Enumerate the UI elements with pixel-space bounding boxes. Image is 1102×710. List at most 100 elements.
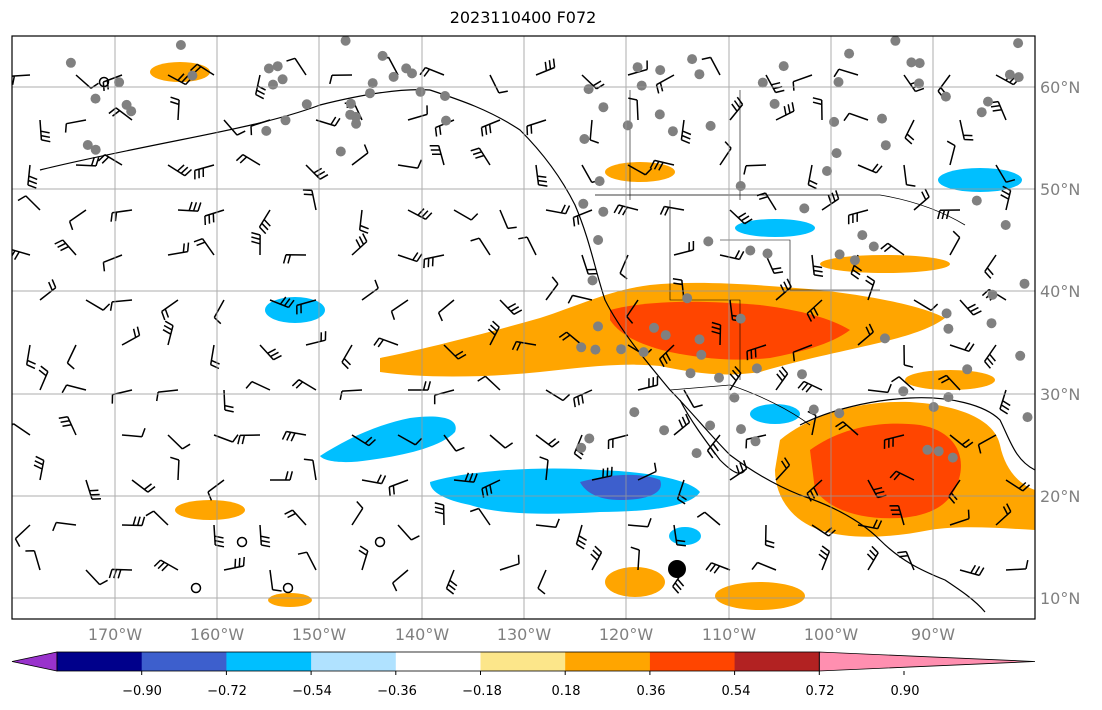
station-dot <box>388 71 399 82</box>
wind-barb <box>903 74 925 93</box>
wind-barb <box>913 188 930 211</box>
colorbar-tick-4: −0.18 <box>462 684 502 699</box>
wind-barb <box>775 366 789 391</box>
wind-barb <box>518 236 537 256</box>
lon-label-170: 170°W <box>88 625 143 644</box>
wind-barb <box>627 518 652 528</box>
wind-barb <box>162 320 174 346</box>
wind-barb <box>613 204 639 216</box>
station-dot <box>933 446 944 457</box>
wind-barb <box>392 569 409 592</box>
wind-barb <box>812 97 823 121</box>
wind-barb <box>797 380 823 393</box>
wind-barb <box>867 383 892 394</box>
station-dot <box>82 140 93 150</box>
station-dot <box>440 91 450 101</box>
wind-barb <box>672 569 685 594</box>
station-dot-layer <box>65 36 1033 463</box>
wind-barb <box>683 389 703 409</box>
wind-barb <box>889 505 905 526</box>
station-dot <box>1013 72 1024 83</box>
wind-barb <box>628 97 639 121</box>
wind-barb <box>12 248 31 260</box>
wind-barb <box>706 434 721 459</box>
gridline-layer <box>12 36 1035 619</box>
colorbar-frame <box>56 651 820 672</box>
station-dot <box>632 62 643 73</box>
wind-barb <box>167 434 191 450</box>
wind-barb <box>250 119 271 136</box>
wind-barb <box>108 568 133 579</box>
small-positive-region-4 <box>175 500 245 520</box>
wind-barb <box>659 205 685 216</box>
small-positive-region-6 <box>715 582 805 610</box>
wind-barb <box>806 299 823 322</box>
station-dot <box>659 425 670 436</box>
lon-label-110: 110°W <box>702 625 757 644</box>
station-dot <box>914 58 925 69</box>
wind-barb <box>866 545 879 571</box>
station-dot <box>983 96 993 107</box>
station-dot <box>877 113 887 124</box>
wind-barb <box>121 326 141 346</box>
station-dot <box>751 363 762 374</box>
wind-barb <box>984 254 997 279</box>
station-dot <box>340 36 351 46</box>
station-dot <box>345 109 356 120</box>
colorbar-extend-low <box>11 651 58 672</box>
wind-barb <box>949 230 961 256</box>
wind-barb <box>806 479 823 502</box>
wind-barb <box>397 524 420 541</box>
wind-barb <box>880 242 905 256</box>
small-island-marker-3 <box>190 582 202 594</box>
wind-barb <box>361 279 379 301</box>
wind-barb <box>25 344 36 370</box>
wind-barb <box>209 344 220 370</box>
lat-label-30: 30°N <box>1040 385 1080 404</box>
station-dot <box>277 74 288 85</box>
station-dot <box>940 91 951 102</box>
station-dot <box>696 349 707 360</box>
station-dot <box>880 140 891 151</box>
wind-barb <box>903 164 916 187</box>
station-dot <box>583 84 594 95</box>
lat-label-20: 20°N <box>1040 487 1080 506</box>
station-dot <box>943 392 954 403</box>
small-positive-region-5 <box>605 567 665 597</box>
station-dot <box>714 372 724 383</box>
station-dot <box>377 50 388 61</box>
wind-barb <box>302 189 317 211</box>
station-dot <box>629 407 640 418</box>
wind-barb <box>835 421 859 436</box>
wind-barb <box>121 427 146 438</box>
station-dot <box>682 293 693 304</box>
wind-barb <box>658 344 675 368</box>
wind-barb <box>637 376 659 391</box>
station-dot <box>797 369 807 380</box>
wind-barb <box>630 546 641 571</box>
wind-barb <box>821 190 840 211</box>
colorbar-swatch <box>480 652 566 671</box>
wind-barb <box>539 456 549 481</box>
station-dot <box>906 57 917 68</box>
wind-barb <box>329 74 353 85</box>
wind-barb <box>269 296 295 309</box>
wind-barb <box>160 299 179 321</box>
wind-barb <box>351 233 368 256</box>
wind-barb <box>443 434 465 452</box>
wind-barb <box>637 462 657 481</box>
wind-barb <box>535 518 560 529</box>
storm-center-marker <box>668 560 686 578</box>
wind-barb <box>303 458 317 481</box>
wind-barb <box>397 252 423 263</box>
wind-barb <box>499 554 520 571</box>
wind-barb <box>756 192 777 211</box>
station-dot <box>922 444 933 455</box>
wind-barb <box>499 209 517 230</box>
wind-barb <box>437 299 455 322</box>
station-dot <box>655 65 666 76</box>
wind-barb <box>959 299 982 316</box>
wind-barb <box>358 545 369 571</box>
wind-barb <box>131 479 156 493</box>
